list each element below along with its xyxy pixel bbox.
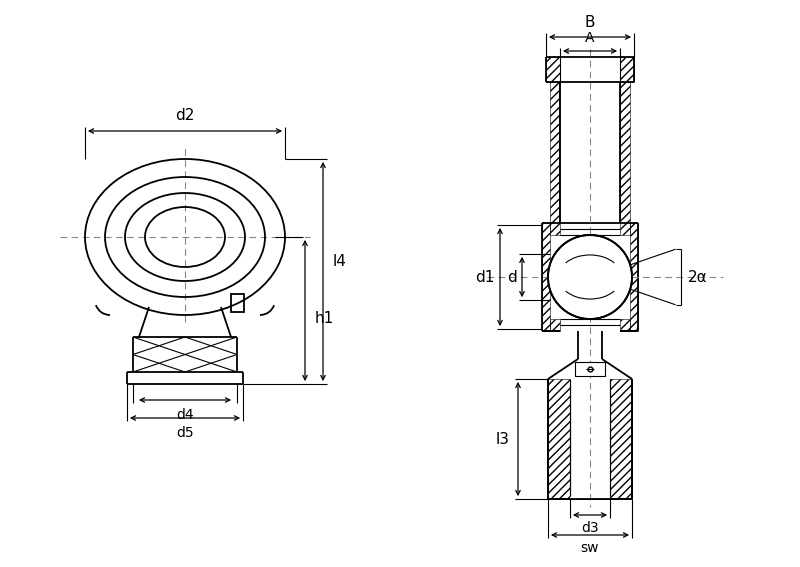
Bar: [630, 223, 638, 331]
Text: d3: d3: [581, 521, 599, 535]
Bar: [546, 57, 560, 82]
Bar: [231, 294, 244, 312]
Circle shape: [548, 235, 632, 319]
Text: l4: l4: [333, 254, 347, 269]
Text: d4: d4: [176, 408, 194, 422]
Text: 2α: 2α: [687, 269, 707, 285]
Bar: [575, 362, 605, 376]
Text: h1: h1: [315, 311, 334, 326]
Text: d5: d5: [176, 426, 194, 440]
Text: d: d: [507, 269, 517, 285]
Text: B: B: [585, 15, 595, 30]
Text: sw: sw: [581, 541, 599, 555]
Bar: [560, 82, 620, 223]
Text: d2: d2: [175, 108, 194, 123]
Text: l3: l3: [496, 431, 510, 446]
Bar: [570, 379, 610, 499]
Bar: [548, 379, 632, 499]
Bar: [620, 82, 630, 235]
Text: A: A: [586, 31, 594, 45]
Bar: [620, 57, 634, 82]
Bar: [542, 223, 550, 331]
Bar: [550, 319, 560, 331]
Bar: [550, 82, 560, 235]
Bar: [620, 319, 630, 331]
Text: d1: d1: [476, 269, 495, 285]
